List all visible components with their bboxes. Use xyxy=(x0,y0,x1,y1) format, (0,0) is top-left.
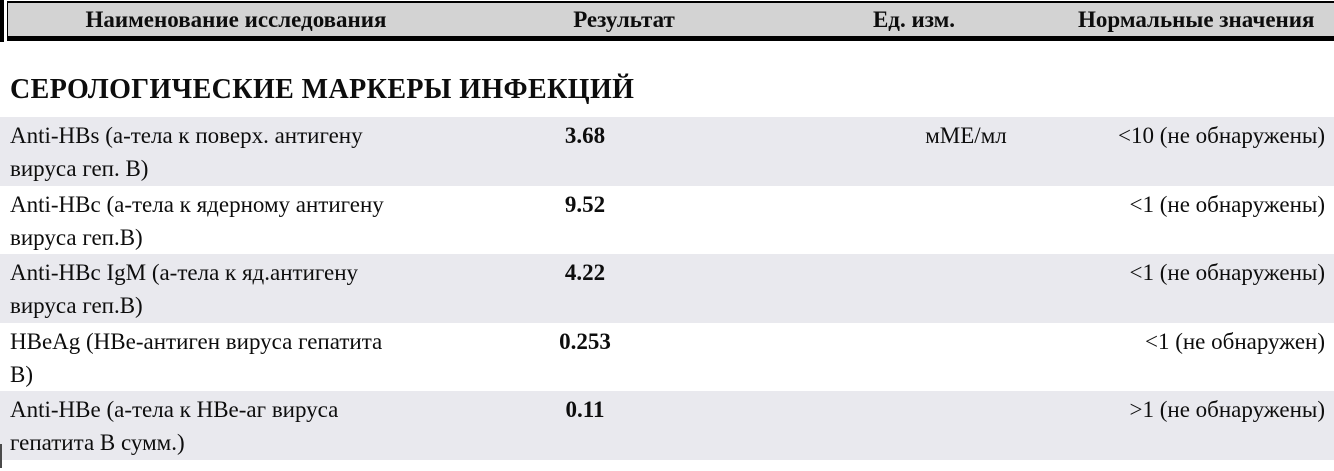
column-header-units: Ед. изм. xyxy=(872,7,956,32)
test-name-line: вируса геп. В) xyxy=(10,156,149,181)
test-name-line: Anti-HBe (а-тела к НВе-аг вируса xyxy=(10,397,339,423)
test-normal-range: <10 (не обнаружены) xyxy=(1118,123,1325,148)
column-header-test-name: Наименование исследования xyxy=(85,7,387,32)
test-normal-range: <1 (не обнаружены) xyxy=(1129,191,1325,217)
results-table-body: Anti-HBs (а-тела к поверх. антигену виру… xyxy=(0,117,1334,460)
test-name-line: вируса геп.В) xyxy=(10,224,143,250)
section-title-serological-markers: СЕРОЛОГИЧЕСКИЕ МАРКЕРЫ ИНФЕКЦИЙ xyxy=(10,74,635,105)
test-name-line: В) xyxy=(10,361,33,387)
test-units: мМЕ/мл xyxy=(925,123,1007,148)
test-name: Anti-HBc (а-тела к ядерному антигену вир… xyxy=(10,188,450,254)
table-row: HBeAg (НВе-антиген вируса гепатита В) 0.… xyxy=(0,323,1334,392)
test-name: Anti-HBc IgM (а-тела к яд.антигену вирус… xyxy=(10,256,450,322)
test-name: HBeAg (НВе-антиген вируса гепатита В) xyxy=(10,325,450,391)
test-name: Anti-HBs (а-тела к поверх. антигену виру… xyxy=(10,119,450,185)
test-name-line: HBeAg (НВе-антиген вируса гепатита xyxy=(10,328,383,354)
test-name-line: вируса геп.В) xyxy=(10,293,143,319)
test-name-line: Anti-HBs (а-тела к поверх. антигену xyxy=(10,123,363,148)
test-result: 4.22 xyxy=(564,260,606,286)
table-row: Anti-HBc (а-тела к ядерному антигену вир… xyxy=(0,186,1334,255)
table-left-border xyxy=(0,0,4,42)
test-result: 3.68 xyxy=(564,123,606,148)
test-normal-range: <1 (не обнаружены) xyxy=(1129,260,1325,286)
test-result: 0.11 xyxy=(565,397,605,423)
column-header-normal-values: Нормальные значения xyxy=(1078,7,1315,32)
table-row: Anti-HBs (а-тела к поверх. антигену виру… xyxy=(0,117,1334,186)
table-row: Anti-HBc IgM (а-тела к яд.антигену вирус… xyxy=(0,254,1334,323)
test-result: 0.253 xyxy=(559,328,611,354)
table-header-row: Наименование исследования Результат Ед. … xyxy=(7,1,1334,41)
test-name-line: Anti-HBc IgM (а-тела к яд.антигену xyxy=(10,260,359,286)
test-name-line: Anti-HBc (а-тела к ядерному антигену xyxy=(10,191,384,217)
test-result: 9.52 xyxy=(564,191,606,217)
table-row: Anti-HBe (а-тела к НВе-аг вируса гепатит… xyxy=(0,391,1334,460)
test-normal-range: >1 (не обнаружены) xyxy=(1129,397,1325,423)
test-name-line: гепатита В сумм.) xyxy=(10,430,185,456)
test-name: Anti-HBe (а-тела к НВе-аг вируса гепатит… xyxy=(10,393,450,459)
column-header-result: Результат xyxy=(573,7,675,32)
test-normal-range: <1 (не обнаружен) xyxy=(1144,328,1325,354)
page-edge-artifact xyxy=(0,444,2,468)
